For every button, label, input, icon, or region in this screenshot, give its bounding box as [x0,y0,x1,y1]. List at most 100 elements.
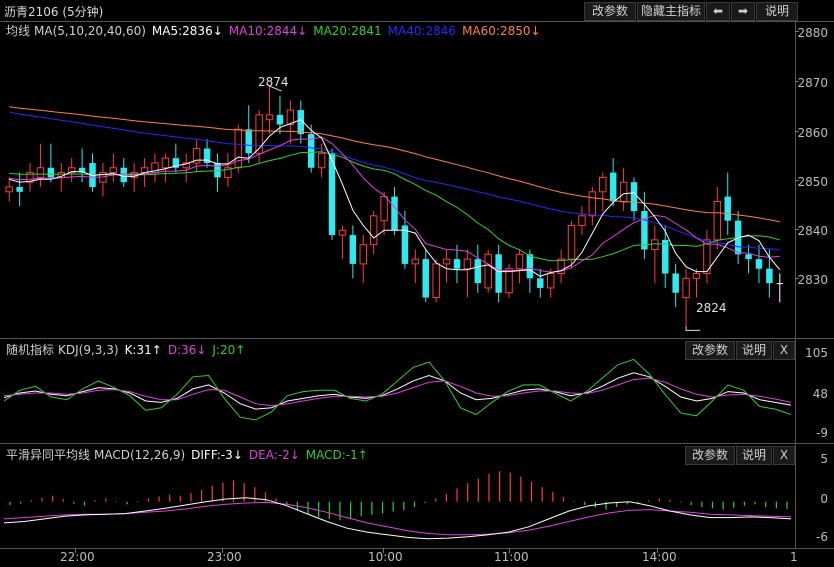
ma20-label: MA20:2841 [313,24,382,38]
candle-body-down [630,182,638,212]
candle-body-up [578,215,586,226]
ma60-label: MA60:2850↓ [462,24,541,38]
candle-body-up [411,258,420,265]
ma40-line [9,111,780,251]
candle-body-down [766,268,773,284]
candle-body-down [662,239,669,274]
kdj-d-label: D:36↓ [167,343,207,357]
candle-body-down [495,254,502,293]
title-bar: 沥青2106 (5分钟) 改参数 隐藏主指标 ⬅ ➡ 说明 [0,0,834,22]
candle-body-up [192,148,201,164]
y-label-2840: 2840 [797,224,828,238]
candle-body-down [609,172,617,202]
ma60-line [9,106,780,223]
ma5-line [9,119,781,277]
x-label-2200: 22:00 [60,550,95,564]
kdj-k-line [3,372,792,410]
kdj-legend-title: 随机指标 [6,343,55,357]
candle-body-up [67,167,76,174]
candle-body-up [432,263,440,299]
macd-dea-line [3,501,792,536]
y-label-2870: 2870 [797,76,828,90]
candle-body-up [651,239,659,250]
candle-body-down [276,114,284,125]
candle-body-down [755,259,763,269]
candle-body-up [224,167,232,178]
macd-legend-title: 平滑异同平均线 [6,448,91,462]
candle-body-up [692,273,701,279]
macd-y-label-0: 0 [820,492,828,506]
candle-body-up [380,196,388,222]
candle-body-up [619,181,628,202]
help-button[interactable]: 说明 [756,2,798,21]
kdj-k-label: K:31↑ [124,343,162,357]
candle-body-down [47,167,55,178]
candle-body-up [546,273,555,289]
prev-arrow-button[interactable]: ⬅ [706,2,730,21]
candle-body-up [588,191,597,217]
y-label-2830: 2830 [797,273,828,287]
candle-body-down [776,283,784,285]
candle-body-up [599,176,607,193]
candle-body-down [453,259,461,269]
candle-body-down [307,134,315,168]
ma40-label: MA40:2846 [387,24,457,38]
candle-body-down [422,259,429,298]
candle-body-down [641,211,648,250]
kdj-legend-params: KDJ(9,3,3) [58,343,119,357]
candle-body-up [505,268,513,294]
candle-body-down [724,196,731,221]
hide-main-indicator-button[interactable]: 隐藏主指标 [637,2,705,21]
candle-body-down [474,259,482,284]
next-arrow-button[interactable]: ➡ [731,2,755,21]
kdj-legend: 随机指标 KDJ(9,3,3) K:31↑ D:36↓ J:20↑ [6,341,251,358]
kdj-j-label: J:20↑ [212,343,246,357]
candle-body-down [172,158,180,168]
candle-body-down [526,254,534,279]
candle-body-down [297,110,305,135]
candle-body-down [745,254,752,260]
chart-title: 沥青2106 (5分钟) [4,5,104,19]
macd-legend: 平滑异同平均线 MACD(12,26,9) DIFF:-3↓ DEA:-2↓ MACD:… [6,446,374,463]
x-label-2300: 23:00 [207,550,242,564]
y-label-2860: 2860 [797,126,828,140]
kdj-y-label-48: 48 [812,387,828,401]
ma-legend: 均线 MA(5,10,20,40,60) MA5:2836↓ MA10:2844↓ MA… [6,22,547,39]
candle-body-up [161,157,170,169]
ma10-line [9,136,780,273]
x-label-1100: 11:00 [494,550,529,564]
candle-body-up [109,167,118,174]
candle-body-up [265,114,274,121]
ma10-label: MA10:2844↓ [228,24,308,38]
macd-params-button[interactable]: 改参数 [685,446,735,465]
candle-body-down [16,187,23,192]
macd-y-label-neg6: -6 [816,530,828,544]
candle-body-up [359,244,367,265]
high-marker-line [269,85,282,92]
kdj-help-button[interactable]: 说明 [736,341,772,360]
candle-body-down [214,162,221,178]
candle-body-down [391,196,398,231]
candle-body-up [442,258,451,265]
macd-legend-params: MACD(12,26,9) [94,448,186,462]
params-button[interactable]: 改参数 [584,2,636,21]
candle-body-down [537,278,544,288]
candle-body-down [245,129,252,154]
candle-body-up [317,152,326,169]
macd-diff-label: DIFF:-3↓ [191,448,243,462]
candle-body-down [328,153,336,236]
macd-diff-line [3,497,792,540]
ma5-label: MA5:2836↓ [151,24,223,38]
high-annotation: 2874 [258,75,289,89]
macd-dea-label: DEA:-2↓ [248,448,300,462]
macd-help-button[interactable]: 说明 [736,446,772,465]
candle-body-down [78,167,86,173]
kdj-params-button[interactable]: 改参数 [685,341,735,360]
candle-body-up [557,258,565,275]
x-label-end: 1 [790,550,798,564]
candle-body-up [484,253,492,289]
candle-body-up [255,114,263,154]
macd-close-button[interactable]: X [773,446,795,465]
candle-body-up [682,277,690,299]
kdj-close-button[interactable]: X [773,341,795,360]
